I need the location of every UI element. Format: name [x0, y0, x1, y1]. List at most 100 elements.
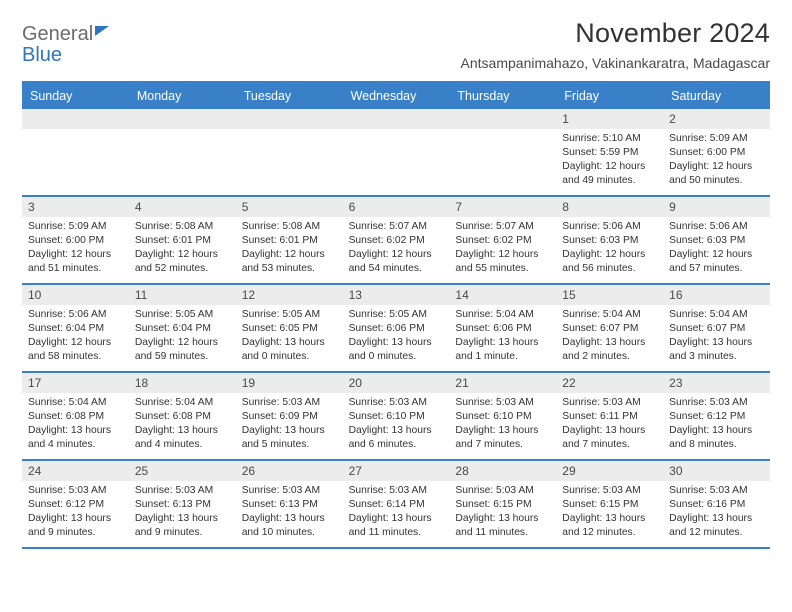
day-info: Sunrise: 5:08 AMSunset: 6:01 PMDaylight:…	[242, 220, 337, 276]
day-number: 23	[663, 373, 770, 393]
day-info: Sunrise: 5:03 AMSunset: 6:15 PMDaylight:…	[562, 484, 657, 540]
day-number	[343, 109, 450, 129]
day-cell-25: 25 Sunrise: 5:03 AMSunset: 6:13 PMDayligh…	[129, 461, 236, 547]
weekday-header-row: SundayMondayTuesdayWednesdayThursdayFrid…	[22, 84, 770, 109]
weekday-header-friday: Friday	[556, 84, 663, 109]
weekday-header-sunday: Sunday	[22, 84, 129, 109]
weekday-header-tuesday: Tuesday	[236, 84, 343, 109]
day-cell-13: 13Sunrise: 5:05 AMSunset: 6:06 PMDayligh…	[343, 285, 450, 371]
day-info: Sunrise: 5:03 AMSunset: 6:14 PMDaylight:…	[349, 484, 444, 540]
day-cell-23: 23 Sunrise: 5:03 AMSunset: 6:12 PMDayligh…	[663, 373, 770, 459]
day-cell-7: 7 Sunrise: 5:07 AMSunset: 6:02 PMDaylight…	[449, 197, 556, 283]
day-info: Sunrise: 5:06 AMSunset: 6:03 PMDaylight:…	[669, 220, 764, 276]
brand-word2: Blue	[22, 44, 62, 66]
week-row: 17 Sunrise: 5:04 AMSunset: 6:08 PMDayligh…	[22, 373, 770, 461]
day-cell-19: 19 Sunrise: 5:03 AMSunset: 6:09 PMDayligh…	[236, 373, 343, 459]
day-info: Sunrise: 5:06 AMSunset: 6:04 PMDaylight:…	[28, 308, 123, 364]
day-number: 10	[22, 285, 129, 305]
day-cell-14: 14 Sunrise: 5:04 AMSunset: 6:06 PMDayligh…	[449, 285, 556, 371]
day-cell-1: 1Sunrise: 5:10 AMSunset: 5:59 PMDaylight…	[556, 109, 663, 195]
day-number: 22	[556, 373, 663, 393]
day-info: Sunrise: 5:06 AMSunset: 6:03 PMDaylight:…	[562, 220, 657, 276]
day-cell-empty	[343, 109, 450, 195]
day-info: Sunrise: 5:07 AMSunset: 6:02 PMDaylight:…	[455, 220, 550, 276]
day-number: 28	[449, 461, 556, 481]
day-number: 26	[236, 461, 343, 481]
calendar-page: General Blue November 2024 Antsampanimah…	[0, 0, 792, 549]
title-block: November 2024 Antsampanimahazo, Vakinank…	[461, 18, 770, 71]
header-row: General Blue November 2024 Antsampanimah…	[22, 18, 770, 71]
day-cell-6: 6 Sunrise: 5:07 AMSunset: 6:02 PMDaylight…	[343, 197, 450, 283]
day-cell-5: 5 Sunrise: 5:08 AMSunset: 6:01 PMDaylight…	[236, 197, 343, 283]
day-cell-28: 28 Sunrise: 5:03 AMSunset: 6:15 PMDayligh…	[449, 461, 556, 547]
day-cell-15: 15 Sunrise: 5:04 AMSunset: 6:07 PMDayligh…	[556, 285, 663, 371]
day-cell-11: 11 Sunrise: 5:05 AMSunset: 6:04 PMDayligh…	[129, 285, 236, 371]
brand-word-stack: General Blue	[22, 24, 93, 66]
day-number	[449, 109, 556, 129]
day-info: Sunrise: 5:04 AMSunset: 6:08 PMDaylight:…	[135, 396, 230, 452]
day-cell-2: 2 Sunrise: 5:09 AMSunset: 6:00 PMDaylight…	[663, 109, 770, 195]
day-cell-empty	[129, 109, 236, 195]
day-cell-27: 27Sunrise: 5:03 AMSunset: 6:14 PMDayligh…	[343, 461, 450, 547]
day-number: 24	[22, 461, 129, 481]
day-number: 19	[236, 373, 343, 393]
day-cell-10: 10 Sunrise: 5:06 AMSunset: 6:04 PMDayligh…	[22, 285, 129, 371]
day-number: 9	[663, 197, 770, 217]
calendar-grid: SundayMondayTuesdayWednesdayThursdayFrid…	[22, 81, 770, 549]
day-cell-empty	[449, 109, 556, 195]
day-info: Sunrise: 5:09 AMSunset: 6:00 PMDaylight:…	[669, 132, 764, 188]
day-number: 17	[22, 373, 129, 393]
day-number: 15	[556, 285, 663, 305]
day-number: 4	[129, 197, 236, 217]
day-info: Sunrise: 5:05 AMSunset: 6:04 PMDaylight:…	[135, 308, 230, 364]
day-info: Sunrise: 5:09 AMSunset: 6:00 PMDaylight:…	[28, 220, 123, 276]
day-number: 30	[663, 461, 770, 481]
weekday-header-wednesday: Wednesday	[343, 84, 450, 109]
day-cell-20: 20Sunrise: 5:03 AMSunset: 6:10 PMDayligh…	[343, 373, 450, 459]
day-number: 11	[129, 285, 236, 305]
month-title: November 2024	[461, 18, 770, 49]
day-info: Sunrise: 5:03 AMSunset: 6:12 PMDaylight:…	[28, 484, 123, 540]
day-info: Sunrise: 5:03 AMSunset: 6:13 PMDaylight:…	[135, 484, 230, 540]
brand-triangle-icon	[95, 26, 109, 36]
day-cell-24: 24 Sunrise: 5:03 AMSunset: 6:12 PMDayligh…	[22, 461, 129, 547]
day-number	[129, 109, 236, 129]
day-cell-22: 22Sunrise: 5:03 AMSunset: 6:11 PMDayligh…	[556, 373, 663, 459]
day-info: Sunrise: 5:04 AMSunset: 6:07 PMDaylight:…	[669, 308, 764, 364]
weekday-header-monday: Monday	[129, 84, 236, 109]
day-info: Sunrise: 5:04 AMSunset: 6:08 PMDaylight:…	[28, 396, 123, 452]
day-info: Sunrise: 5:03 AMSunset: 6:15 PMDaylight:…	[455, 484, 550, 540]
day-number: 14	[449, 285, 556, 305]
weekday-header-thursday: Thursday	[449, 84, 556, 109]
day-info: Sunrise: 5:04 AMSunset: 6:06 PMDaylight:…	[455, 308, 550, 364]
day-info: Sunrise: 5:03 AMSunset: 6:12 PMDaylight:…	[669, 396, 764, 452]
week-row: 10 Sunrise: 5:06 AMSunset: 6:04 PMDayligh…	[22, 285, 770, 373]
day-number: 6	[343, 197, 450, 217]
day-info: Sunrise: 5:07 AMSunset: 6:02 PMDaylight:…	[349, 220, 444, 276]
day-number: 7	[449, 197, 556, 217]
day-number: 16	[663, 285, 770, 305]
day-number: 13	[343, 285, 450, 305]
day-cell-29: 29Sunrise: 5:03 AMSunset: 6:15 PMDayligh…	[556, 461, 663, 547]
day-info: Sunrise: 5:10 AMSunset: 5:59 PMDaylight:…	[562, 132, 657, 188]
week-row: 24 Sunrise: 5:03 AMSunset: 6:12 PMDayligh…	[22, 461, 770, 549]
day-number: 12	[236, 285, 343, 305]
day-number: 5	[236, 197, 343, 217]
day-number: 2	[663, 109, 770, 129]
day-number: 18	[129, 373, 236, 393]
day-cell-4: 4Sunrise: 5:08 AMSunset: 6:01 PMDaylight…	[129, 197, 236, 283]
week-row: 3Sunrise: 5:09 AMSunset: 6:00 PMDaylight…	[22, 197, 770, 285]
weeks-container: 1Sunrise: 5:10 AMSunset: 5:59 PMDaylight…	[22, 109, 770, 549]
day-number	[22, 109, 129, 129]
day-number: 8	[556, 197, 663, 217]
day-cell-17: 17 Sunrise: 5:04 AMSunset: 6:08 PMDayligh…	[22, 373, 129, 459]
day-cell-21: 21Sunrise: 5:03 AMSunset: 6:10 PMDayligh…	[449, 373, 556, 459]
day-cell-9: 9 Sunrise: 5:06 AMSunset: 6:03 PMDaylight…	[663, 197, 770, 283]
day-cell-3: 3Sunrise: 5:09 AMSunset: 6:00 PMDaylight…	[22, 197, 129, 283]
day-info: Sunrise: 5:03 AMSunset: 6:16 PMDaylight:…	[669, 484, 764, 540]
day-number: 25	[129, 461, 236, 481]
day-info: Sunrise: 5:03 AMSunset: 6:09 PMDaylight:…	[242, 396, 337, 452]
day-info: Sunrise: 5:03 AMSunset: 6:13 PMDaylight:…	[242, 484, 337, 540]
day-info: Sunrise: 5:04 AMSunset: 6:07 PMDaylight:…	[562, 308, 657, 364]
day-cell-8: 8 Sunrise: 5:06 AMSunset: 6:03 PMDaylight…	[556, 197, 663, 283]
